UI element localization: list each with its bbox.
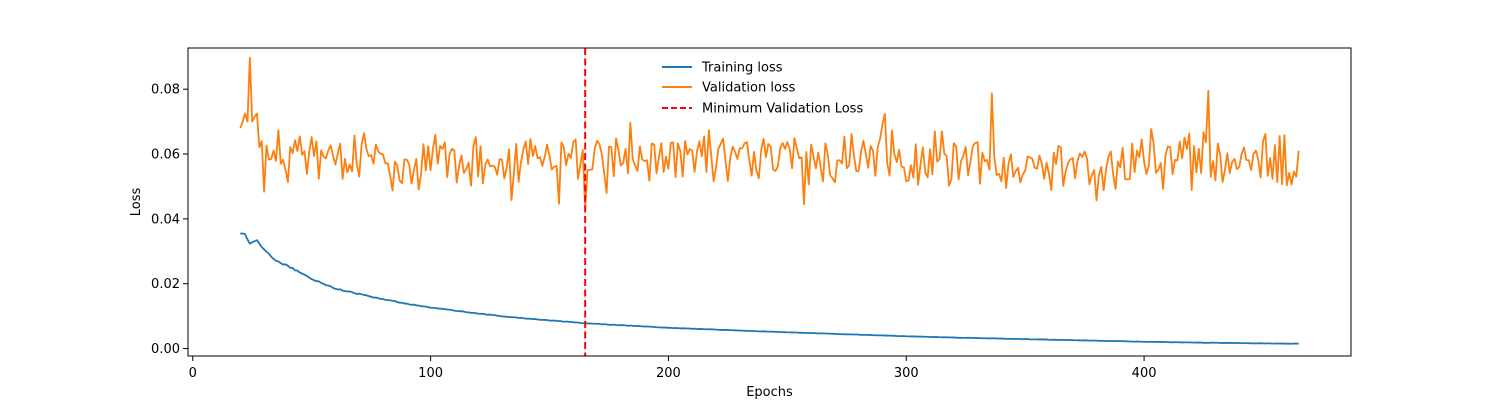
legend-label-min-val-loss: Minimum Validation Loss xyxy=(702,102,863,117)
x-axis-ticks: 0 100 200 300 400 xyxy=(189,356,1157,381)
plot-frame xyxy=(187,47,1352,357)
plot-area xyxy=(188,48,1351,356)
y-tick-label: 0.02 xyxy=(151,277,180,292)
x-tick-label: 400 xyxy=(1132,366,1157,381)
y-axis-label: Loss xyxy=(129,188,144,217)
y-tick-label: 0.06 xyxy=(151,148,180,163)
y-tick-label: 0.00 xyxy=(151,342,180,357)
y-axis-ticks: 0.00 0.02 0.04 0.06 0.08 xyxy=(151,83,188,357)
series-line-training-loss xyxy=(240,232,1299,345)
x-tick-label: 100 xyxy=(418,366,443,381)
series-line-validation-loss xyxy=(239,56,1300,210)
x-tick-label: 0 xyxy=(189,366,197,381)
legend: Training loss Validation loss Minimum Va… xyxy=(662,61,863,117)
legend-label-training-loss: Training loss xyxy=(701,61,783,76)
legend-label-validation-loss: Validation loss xyxy=(702,81,796,96)
y-tick-label: 0.08 xyxy=(151,83,180,98)
series-lines xyxy=(239,48,1300,356)
x-tick-label: 300 xyxy=(894,366,919,381)
x-tick-label: 200 xyxy=(656,366,681,381)
y-tick-label: 0.04 xyxy=(151,212,180,227)
x-axis-label: Epochs xyxy=(746,385,793,400)
